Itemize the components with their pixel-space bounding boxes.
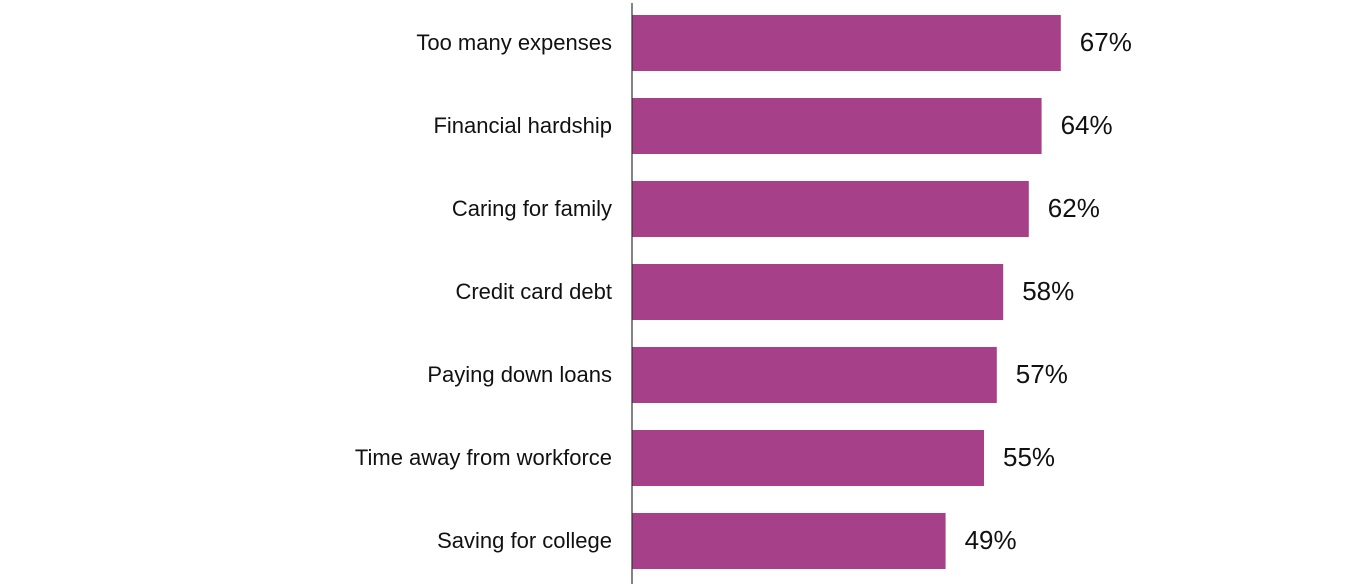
bar bbox=[632, 347, 997, 403]
bar bbox=[632, 264, 1004, 320]
category-label: Caring for family bbox=[452, 196, 612, 221]
bars-group bbox=[632, 15, 1061, 569]
category-label: Saving for college bbox=[437, 528, 612, 553]
bar bbox=[632, 513, 946, 569]
value-labels-group: 67% 64% 62% 58% 57% 55% 49% bbox=[965, 27, 1132, 555]
value-label: 64% bbox=[1061, 110, 1113, 140]
category-label: Credit card debt bbox=[455, 279, 612, 304]
bar bbox=[632, 430, 984, 486]
bar bbox=[632, 181, 1029, 237]
bar bbox=[632, 15, 1061, 71]
bar bbox=[632, 98, 1042, 154]
value-label: 58% bbox=[1022, 276, 1074, 306]
value-label: 57% bbox=[1016, 359, 1068, 389]
value-label: 67% bbox=[1080, 27, 1132, 57]
category-label: Paying down loans bbox=[427, 362, 612, 387]
value-label: 49% bbox=[965, 525, 1017, 555]
category-label: Financial hardship bbox=[433, 113, 612, 138]
value-label: 55% bbox=[1003, 442, 1055, 472]
category-label: Too many expenses bbox=[416, 30, 612, 55]
category-label: Time away from workforce bbox=[355, 445, 612, 470]
value-label: 62% bbox=[1048, 193, 1100, 223]
category-labels-group: Too many expenses Financial hardship Carin… bbox=[355, 30, 612, 553]
